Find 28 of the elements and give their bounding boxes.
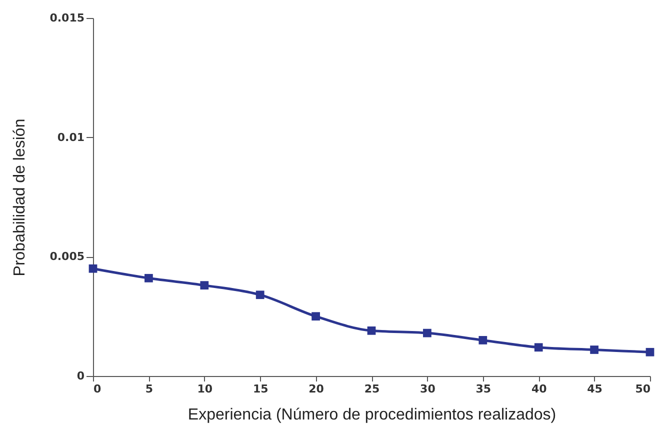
x-tick-label: 15: [252, 382, 268, 396]
y-tick-label: 0.005: [50, 250, 84, 264]
x-tick-label: 5: [145, 382, 154, 396]
point: [312, 312, 320, 321]
x-tick-label: 50: [635, 382, 651, 396]
x-tick-label: 40: [531, 382, 548, 396]
x-tick-label: 30: [420, 382, 436, 396]
point: [200, 281, 209, 290]
point: [256, 290, 264, 300]
point: [423, 328, 432, 338]
x-tick-label: 35: [476, 382, 492, 396]
y-tick-label: 0.015: [50, 12, 84, 24]
x-tick-label: 20: [308, 382, 324, 396]
y-tick-label: 0.01: [57, 130, 84, 144]
y-axis-title: Probabilidad de lesión: [12, 118, 29, 276]
x-tick-label: 45: [587, 382, 602, 396]
y-tick-label: 0: [76, 370, 85, 382]
point: [534, 343, 543, 352]
x-axis-title: Experiencia (Número de procedimientos realizados): [188, 406, 556, 424]
x-tick-label: 10: [197, 382, 213, 396]
x-tick-label: 25: [364, 382, 380, 396]
point: [144, 274, 153, 282]
point: [367, 326, 376, 335]
point: [590, 346, 598, 354]
x-tick-label: 0: [94, 382, 102, 396]
point: [646, 348, 654, 356]
point: [478, 336, 488, 344]
point: [88, 264, 98, 273]
